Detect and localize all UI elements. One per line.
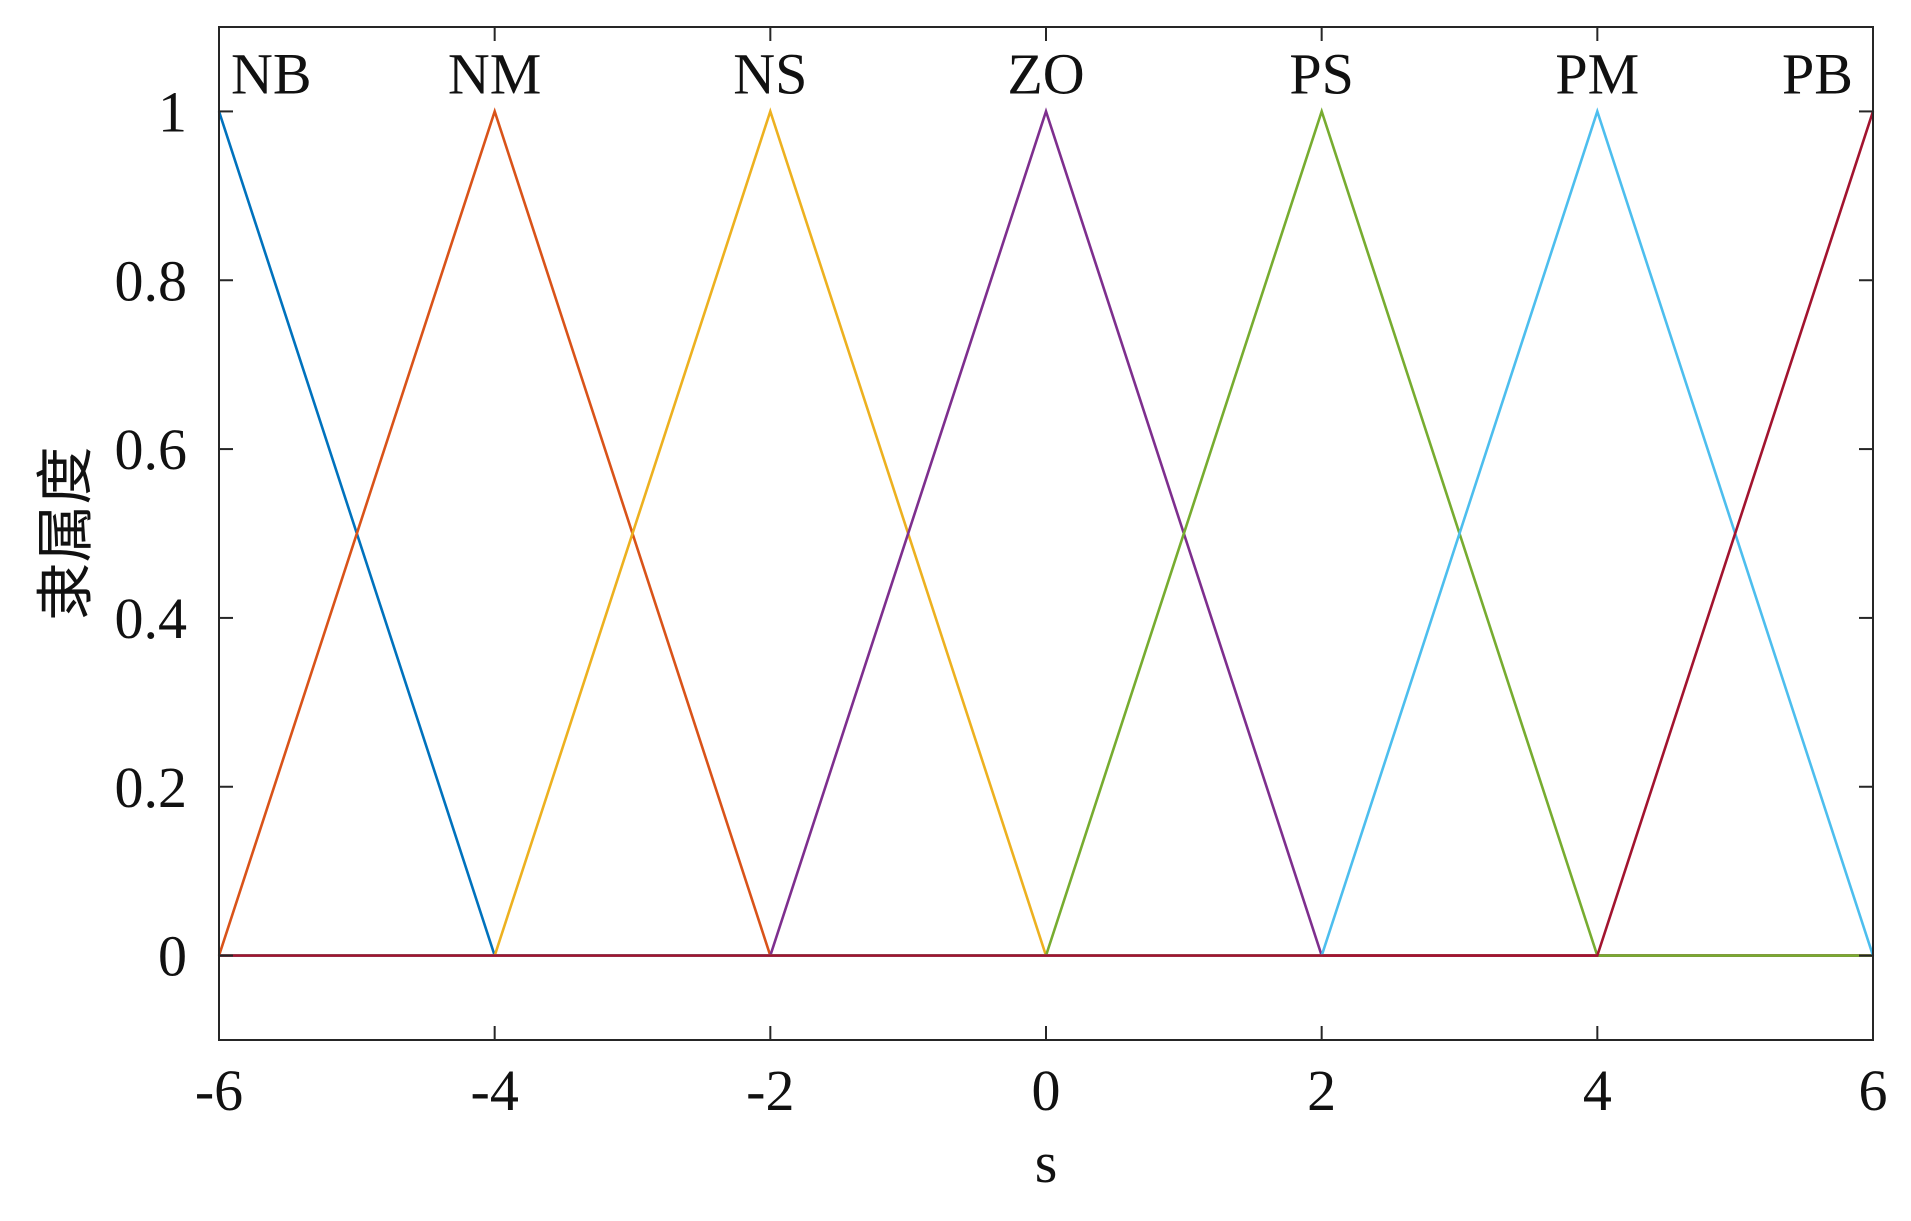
series-label-nm: NM: [448, 41, 541, 106]
x-tick-label: -2: [746, 1058, 794, 1123]
y-tick-label: 1: [158, 79, 187, 144]
x-axis-label: s: [1035, 1130, 1058, 1195]
y-axis-label: 隶属度: [33, 446, 98, 620]
y-tick-label: 0.6: [115, 417, 188, 482]
y-tick-label: 0.4: [115, 586, 188, 651]
series-label-pm: PM: [1555, 41, 1639, 106]
x-tick-label: 4: [1583, 1058, 1612, 1123]
series-label-nb: NB: [231, 41, 312, 106]
y-tick-label: 0.8: [115, 248, 188, 313]
series-labels-layer: NB NM NS ZO PS PM PB: [231, 41, 1853, 106]
y-tick-label: 0: [158, 924, 187, 989]
x-tick-label: -4: [471, 1058, 519, 1123]
series-layer: [217, 107, 1875, 957]
x-tick-label: 6: [1859, 1058, 1888, 1123]
series-label-ps: PS: [1289, 41, 1354, 106]
y-tick-label: 0.2: [115, 755, 188, 820]
x-tick-label: 2: [1307, 1058, 1336, 1123]
x-tick-label: -6: [195, 1058, 243, 1123]
x-tick-label: 0: [1032, 1058, 1061, 1123]
series-label-ns: NS: [733, 41, 807, 106]
series-line-pb: [219, 110, 1875, 957]
series-label-pb: PB: [1782, 41, 1853, 106]
ticks-layer: -6 -4 -2 0 2 4 6 0 0.2 0.4 0.6 0.8 1: [115, 27, 1888, 1123]
series-label-zo: ZO: [1007, 41, 1084, 106]
